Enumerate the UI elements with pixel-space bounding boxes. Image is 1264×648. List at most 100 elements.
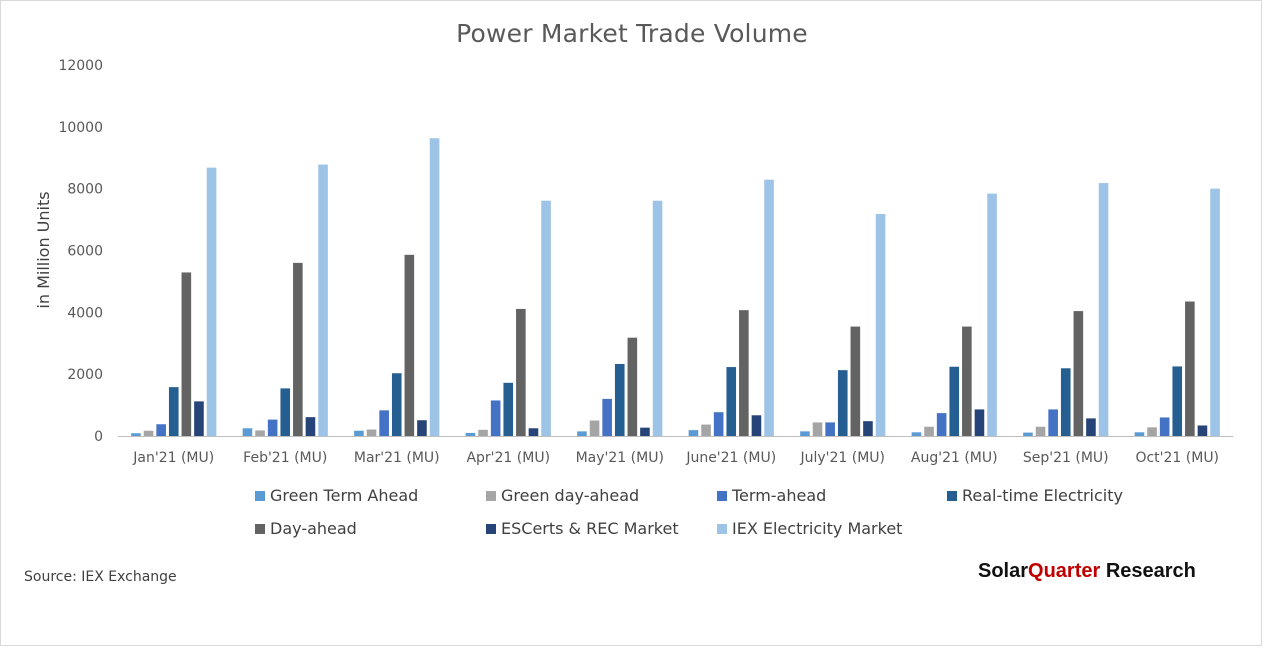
bar <box>713 412 724 436</box>
bar <box>354 430 364 436</box>
legend-swatch <box>255 490 265 501</box>
bar <box>825 422 835 436</box>
bar <box>987 193 997 436</box>
bar <box>1048 409 1058 436</box>
bar <box>875 214 886 436</box>
bar <box>589 420 600 436</box>
legend-label: Real-time Electricity <box>962 486 1123 505</box>
y-tick-label: 12000 <box>58 58 103 74</box>
legend-label: ESCerts & REC Market <box>501 519 679 538</box>
bar <box>391 373 402 436</box>
bar <box>1023 432 1033 436</box>
y-tick-label: 4000 <box>67 305 103 321</box>
legend-label: Term-ahead <box>732 486 827 505</box>
bar <box>429 138 440 436</box>
y-tick-label: 8000 <box>67 182 103 198</box>
legend-item: Term-ahead <box>717 486 826 505</box>
bar <box>1185 301 1195 436</box>
y-tick-label: 2000 <box>67 367 103 383</box>
legend-swatch <box>947 490 957 501</box>
brand-quarter: Quarter <box>1028 560 1101 582</box>
legend-swatch <box>486 523 496 534</box>
bar <box>850 326 861 436</box>
legend-swatch <box>717 490 727 501</box>
bar <box>627 337 638 436</box>
bar <box>404 254 415 436</box>
x-tick-label: July'21 (MU) <box>799 450 885 466</box>
x-tick-label: Jan'21 (MU) <box>132 450 214 466</box>
bar <box>255 430 265 436</box>
legend-label: Day-ahead <box>270 519 357 538</box>
brand-solar: Solar <box>978 560 1029 582</box>
bar <box>267 419 278 436</box>
bar <box>812 422 823 436</box>
legend-item: Day-ahead <box>255 519 357 538</box>
y-axis-tick-labels: 0 2000 4000 6000 8000 10000 12000 <box>58 58 103 445</box>
bar <box>726 367 737 436</box>
bar <box>974 409 985 436</box>
chart-title: Power Market Trade Volume <box>456 19 808 48</box>
bar <box>417 420 427 436</box>
bar <box>924 426 934 436</box>
bar <box>1060 368 1071 436</box>
bar <box>318 164 328 437</box>
y-tick-label: 6000 <box>67 244 103 260</box>
bar <box>962 326 972 436</box>
bar <box>1210 188 1220 436</box>
bar <box>541 200 551 436</box>
x-tick-label: Aug'21 (MU) <box>911 450 998 466</box>
legend-item: ESCerts & REC Market <box>486 519 679 538</box>
bar <box>490 400 501 436</box>
legend-swatch <box>717 523 727 534</box>
source-note: Source: IEX Exchange <box>24 569 177 585</box>
bar <box>206 167 217 436</box>
legend-item: Real-time Electricity <box>947 486 1123 505</box>
bar <box>911 432 922 436</box>
bar <box>528 428 539 436</box>
legend-label: IEX Electricity Market <box>732 519 903 538</box>
bar <box>366 429 377 436</box>
x-tick-label: Sep'21 (MU) <box>1023 450 1109 466</box>
bar <box>764 179 774 436</box>
bar <box>1035 426 1046 436</box>
bar <box>478 429 488 436</box>
brand-logo: SolarQuarter Research <box>978 560 1196 583</box>
bar <box>1086 418 1096 436</box>
bar <box>837 370 848 436</box>
bar <box>1159 417 1170 436</box>
legend-label: Green day-ahead <box>501 486 640 505</box>
bar <box>652 200 663 436</box>
bar <box>194 401 204 436</box>
bar <box>863 421 873 436</box>
x-tick-label: Mar'21 (MU) <box>354 450 440 466</box>
bar <box>465 432 476 436</box>
x-tick-label: May'21 (MU) <box>576 450 664 466</box>
legend-item: Green Term Ahead <box>255 486 418 505</box>
bar <box>614 363 625 436</box>
bar <box>949 366 960 436</box>
x-tick-label: June'21 (MU) <box>685 450 776 466</box>
bar <box>936 413 947 436</box>
bar <box>800 431 810 436</box>
bar <box>701 424 711 436</box>
bar <box>739 310 749 436</box>
bar <box>640 427 650 436</box>
bar <box>1197 425 1208 436</box>
x-axis-tick-labels: Jan'21 (MU) Feb'21 (MU) Mar'21 (MU) Apr'21 … <box>132 450 1219 466</box>
x-tick-label: Oct'21 (MU) <box>1135 450 1219 466</box>
bar <box>688 430 699 436</box>
bar <box>181 272 192 436</box>
y-tick-label: 0 <box>94 429 103 445</box>
bar <box>751 415 762 436</box>
bar <box>293 262 303 436</box>
legend-swatch <box>255 523 265 534</box>
brand-research: Research <box>1100 560 1196 582</box>
bar <box>168 387 179 436</box>
bar <box>602 398 612 436</box>
bar <box>156 424 166 436</box>
legend-item: IEX Electricity Market <box>717 519 902 538</box>
bar <box>1098 183 1109 436</box>
bar <box>280 388 291 436</box>
bars <box>131 138 1220 437</box>
